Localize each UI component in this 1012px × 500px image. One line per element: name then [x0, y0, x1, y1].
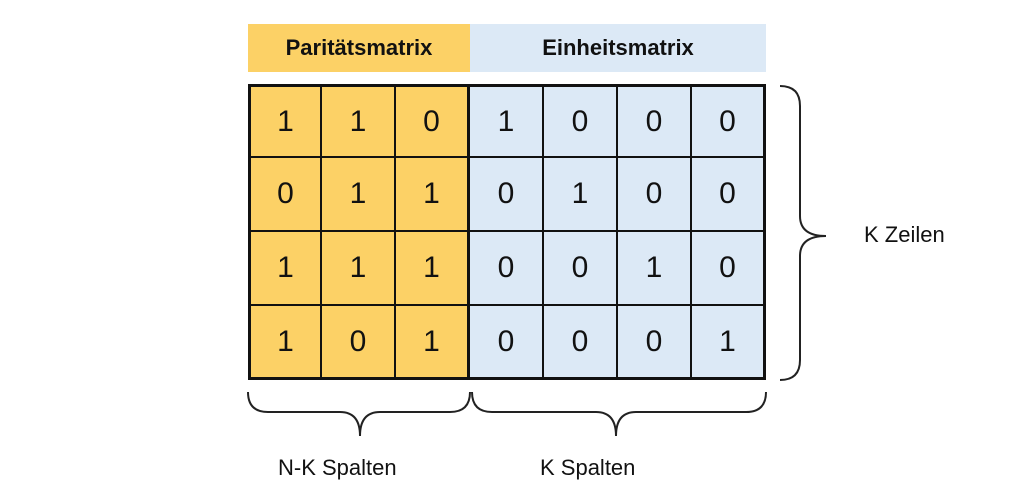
matrix-cell: 0 — [470, 306, 544, 380]
matrix-cell: 1 — [396, 158, 470, 232]
matrix-cell: 0 — [544, 306, 618, 380]
matrix-cell: 0 — [618, 84, 692, 158]
matrix-cell: 1 — [248, 84, 322, 158]
matrix-cell: 1 — [248, 232, 322, 306]
matrix-cell: 1 — [248, 306, 322, 380]
generator-matrix: 1 1 0 1 0 0 0 0 1 1 0 1 0 0 1 1 1 0 0 1 … — [248, 84, 766, 380]
matrix-cell: 1 — [692, 306, 766, 380]
matrix-cell: 1 — [396, 232, 470, 306]
matrix-cell: 1 — [396, 306, 470, 380]
identity-columns-brace — [471, 391, 767, 437]
identity-matrix-header: Einheitsmatrix — [470, 24, 766, 72]
matrix-cell: 0 — [322, 306, 396, 380]
parity-columns-brace — [247, 391, 471, 437]
matrix-cell: 1 — [470, 84, 544, 158]
matrix-cell: 0 — [470, 158, 544, 232]
matrix-cell: 1 — [544, 158, 618, 232]
rows-label: K Zeilen — [864, 222, 945, 247]
matrix-cell: 0 — [618, 306, 692, 380]
matrix-cell: 0 — [692, 158, 766, 232]
matrix-cell: 0 — [544, 84, 618, 158]
matrix-cell: 1 — [322, 158, 396, 232]
matrix-cell: 1 — [322, 232, 396, 306]
matrix-cell: 1 — [322, 84, 396, 158]
matrix-cell: 0 — [544, 232, 618, 306]
parity-columns-label: N-K Spalten — [278, 455, 397, 480]
matrix-cell: 0 — [692, 84, 766, 158]
matrix-cell: 0 — [618, 158, 692, 232]
parity-matrix-header: Paritätsmatrix — [248, 24, 470, 72]
rows-brace — [779, 85, 827, 381]
matrix-cell: 0 — [470, 232, 544, 306]
matrix-cell: 0 — [248, 158, 322, 232]
matrix-cell: 1 — [618, 232, 692, 306]
identity-columns-label: K Spalten — [540, 455, 636, 480]
matrix-cell: 0 — [396, 84, 470, 158]
matrix-cell: 0 — [692, 232, 766, 306]
